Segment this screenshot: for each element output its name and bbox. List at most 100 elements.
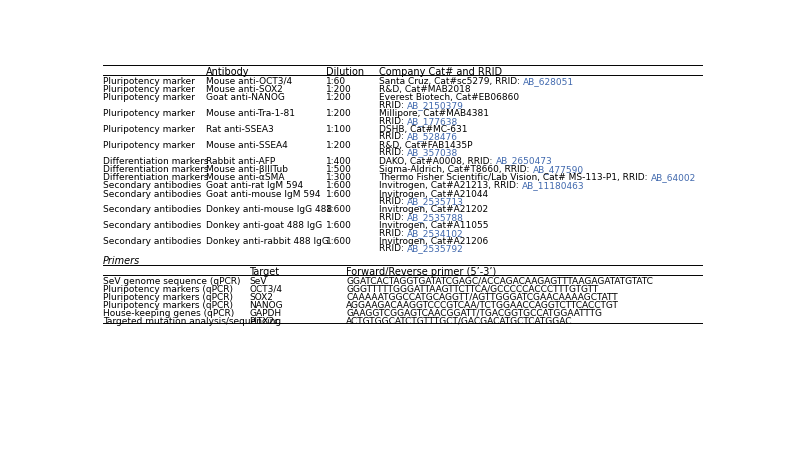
Text: Secondary antibodies: Secondary antibodies (103, 190, 201, 199)
Text: Everest Biotech, Cat#EB06860: Everest Biotech, Cat#EB06860 (379, 93, 520, 102)
Text: Primers: Primers (103, 256, 141, 266)
Text: DAKO, Cat#A0008, RRID:: DAKO, Cat#A0008, RRID: (379, 156, 495, 166)
Text: Donkey anti-mouse IgG 488: Donkey anti-mouse IgG 488 (206, 206, 333, 215)
Text: Goat anti-NANOG: Goat anti-NANOG (206, 93, 285, 102)
Text: Pluripotency markers (qPCR): Pluripotency markers (qPCR) (103, 293, 233, 302)
Text: Santa Cruz, Cat#sc5279, RRID:: Santa Cruz, Cat#sc5279, RRID: (379, 77, 523, 86)
Text: Thermo Fisher Scientific/Lab Vision, Cat# MS-113-P1, RRID:: Thermo Fisher Scientific/Lab Vision, Cat… (379, 173, 651, 182)
Text: R&D, Cat#MAB2018: R&D, Cat#MAB2018 (379, 85, 471, 94)
Text: DSHB, Cat#MC-631: DSHB, Cat#MC-631 (379, 125, 468, 134)
Text: SeV: SeV (249, 277, 266, 286)
Text: RRID:: RRID: (379, 213, 407, 222)
Text: Millipore, Cat#MAB4381: Millipore, Cat#MAB4381 (379, 109, 489, 118)
Text: 1:600: 1:600 (327, 181, 352, 190)
Text: AB_2535792: AB_2535792 (407, 244, 464, 253)
Text: AB_357038: AB_357038 (407, 148, 458, 157)
Text: Goat anti-rat IgM 594: Goat anti-rat IgM 594 (206, 181, 304, 190)
Text: 1:200: 1:200 (327, 93, 352, 102)
Text: Invitrogen, Cat#A21213, RRID:: Invitrogen, Cat#A21213, RRID: (379, 181, 522, 190)
Text: Rat anti-SSEA3: Rat anti-SSEA3 (206, 125, 274, 134)
Text: Mouse anti-Tra-1-81: Mouse anti-Tra-1-81 (206, 109, 295, 118)
Text: Secondary antibodies: Secondary antibodies (103, 237, 201, 246)
Text: Donkey anti-rabbit 488 IgG: Donkey anti-rabbit 488 IgG (206, 237, 329, 246)
Text: 1:200: 1:200 (327, 109, 352, 118)
Text: 1:300: 1:300 (327, 173, 352, 182)
Text: GGGTTTTTGGGATTAAGTTCTTCA/GCCCCCACCCTTTGTGTT: GGGTTTTTGGGATTAAGTTCTTCA/GCCCCCACCCTTTGT… (346, 285, 599, 294)
Text: Differentiation markers: Differentiation markers (103, 156, 209, 166)
Text: RRID:: RRID: (379, 133, 407, 142)
Text: Pluripotency marker: Pluripotency marker (103, 93, 195, 102)
Text: Target: Target (249, 267, 279, 277)
Text: AB_177638: AB_177638 (407, 117, 458, 126)
Text: GAPDH: GAPDH (249, 309, 281, 318)
Text: Mouse anti-αSMA: Mouse anti-αSMA (206, 173, 285, 182)
Text: Pluripotency marker: Pluripotency marker (103, 109, 195, 118)
Text: Secondary antibodies: Secondary antibodies (103, 181, 201, 190)
Text: RRID:: RRID: (379, 244, 407, 253)
Text: RRID:: RRID: (379, 197, 407, 206)
Text: 1:200: 1:200 (327, 141, 352, 150)
Text: RRID:: RRID: (379, 117, 407, 126)
Text: 1:600: 1:600 (327, 237, 352, 246)
Text: Antibody: Antibody (206, 67, 250, 77)
Text: AB_11180463: AB_11180463 (522, 181, 585, 190)
Text: R&D, Cat#FAB1435P: R&D, Cat#FAB1435P (379, 141, 473, 150)
Text: PITX2c: PITX2c (249, 317, 279, 326)
Text: GAAGGTCGGAGTCAACGGATT/TGACGGTGCCATGGAATTTG: GAAGGTCGGAGTCAACGGATT/TGACGGTGCCATGGAATT… (346, 309, 602, 318)
Text: AB_2150379: AB_2150379 (407, 101, 464, 110)
Text: RRID:: RRID: (379, 148, 407, 157)
Text: Invitrogen, Cat#A21044: Invitrogen, Cat#A21044 (379, 190, 488, 199)
Text: RRID:: RRID: (379, 229, 407, 238)
Text: Mouse anti-SOX2: Mouse anti-SOX2 (206, 85, 283, 94)
Text: Invitrogen, Cat#A21206: Invitrogen, Cat#A21206 (379, 237, 488, 246)
Text: Rabbit anti-AFP: Rabbit anti-AFP (206, 156, 276, 166)
Text: 1:600: 1:600 (327, 206, 352, 215)
Text: Differentiation markers: Differentiation markers (103, 165, 209, 174)
Text: Secondary antibodies: Secondary antibodies (103, 221, 201, 230)
Text: ACTGTGGCATCTGTTTGCT/GACGACATGCTCATGGAC: ACTGTGGCATCTGTTTGCT/GACGACATGCTCATGGAC (346, 317, 573, 326)
Text: AB_528476: AB_528476 (407, 133, 458, 142)
Text: CAAAAATGGCCATGCAGGTT/AGTTGGGATCGAACAAAAGCTATT: CAAAAATGGCCATGCAGGTT/AGTTGGGATCGAACAAAAG… (346, 293, 618, 302)
Text: Pluripotency marker: Pluripotency marker (103, 125, 195, 134)
Text: Pluripotency markers (qPCR): Pluripotency markers (qPCR) (103, 301, 233, 310)
Text: Targeted mutation analysis/sequencing: Targeted mutation analysis/sequencing (103, 317, 281, 326)
Text: 1:500: 1:500 (327, 165, 352, 174)
Text: GGATCACTAGGTGATATCGAGC/ACCAGACAAGAGTTTAAGAGATATGTATC: GGATCACTAGGTGATATCGAGC/ACCAGACAAGAGTTTAA… (346, 277, 653, 286)
Text: House-keeping genes (qPCR): House-keeping genes (qPCR) (103, 309, 234, 318)
Text: AB_477590: AB_477590 (532, 165, 583, 174)
Text: Mouse anti-OCT3/4: Mouse anti-OCT3/4 (206, 77, 293, 86)
Text: Pluripotency marker: Pluripotency marker (103, 141, 195, 150)
Text: SeV genome sequence (qPCR): SeV genome sequence (qPCR) (103, 277, 240, 286)
Text: Dilution: Dilution (327, 67, 364, 77)
Text: AB_2535788: AB_2535788 (407, 213, 464, 222)
Text: 1:400: 1:400 (327, 156, 352, 166)
Text: Mouse anti-βIIITub: Mouse anti-βIIITub (206, 165, 288, 174)
Text: Mouse anti-SSEA4: Mouse anti-SSEA4 (206, 141, 288, 150)
Text: RRID:: RRID: (379, 101, 407, 110)
Text: Goat anti-mouse IgM 594: Goat anti-mouse IgM 594 (206, 190, 321, 199)
Text: AB_2534102: AB_2534102 (407, 229, 464, 238)
Text: 1:60: 1:60 (327, 77, 346, 86)
Text: 1:100: 1:100 (327, 125, 352, 134)
Text: AB_2650473: AB_2650473 (495, 156, 552, 166)
Text: Pluripotency marker: Pluripotency marker (103, 85, 195, 94)
Text: OCT3/4: OCT3/4 (249, 285, 282, 294)
Text: Donkey anti-goat 488 IgG: Donkey anti-goat 488 IgG (206, 221, 323, 230)
Text: Pluripotency markers (qPCR): Pluripotency markers (qPCR) (103, 285, 233, 294)
Text: Invitrogen, Cat#A11055: Invitrogen, Cat#A11055 (379, 221, 489, 230)
Text: 1:600: 1:600 (327, 221, 352, 230)
Text: 1:200: 1:200 (327, 85, 352, 94)
Text: AB_628051: AB_628051 (523, 77, 574, 86)
Text: NANOG: NANOG (249, 301, 283, 310)
Text: Secondary antibodies: Secondary antibodies (103, 206, 201, 215)
Text: AB_2535713: AB_2535713 (407, 197, 464, 206)
Text: Pluripotency marker: Pluripotency marker (103, 77, 195, 86)
Text: AB_64002: AB_64002 (651, 173, 696, 182)
Text: Invitrogen, Cat#A21202: Invitrogen, Cat#A21202 (379, 206, 488, 215)
Text: Differentiation markers: Differentiation markers (103, 173, 209, 182)
Text: 1:600: 1:600 (327, 190, 352, 199)
Text: SOX2: SOX2 (249, 293, 273, 302)
Text: Company Cat# and RRID: Company Cat# and RRID (379, 67, 502, 77)
Text: AGGAAGACAAGGTCCCGTCAA/TCTGGAACCAGGTCTTCACCTGT: AGGAAGACAAGGTCCCGTCAA/TCTGGAACCAGGTCTTCA… (346, 301, 619, 310)
Text: Sigma-Aldrich, Cat#T8660, RRID:: Sigma-Aldrich, Cat#T8660, RRID: (379, 165, 532, 174)
